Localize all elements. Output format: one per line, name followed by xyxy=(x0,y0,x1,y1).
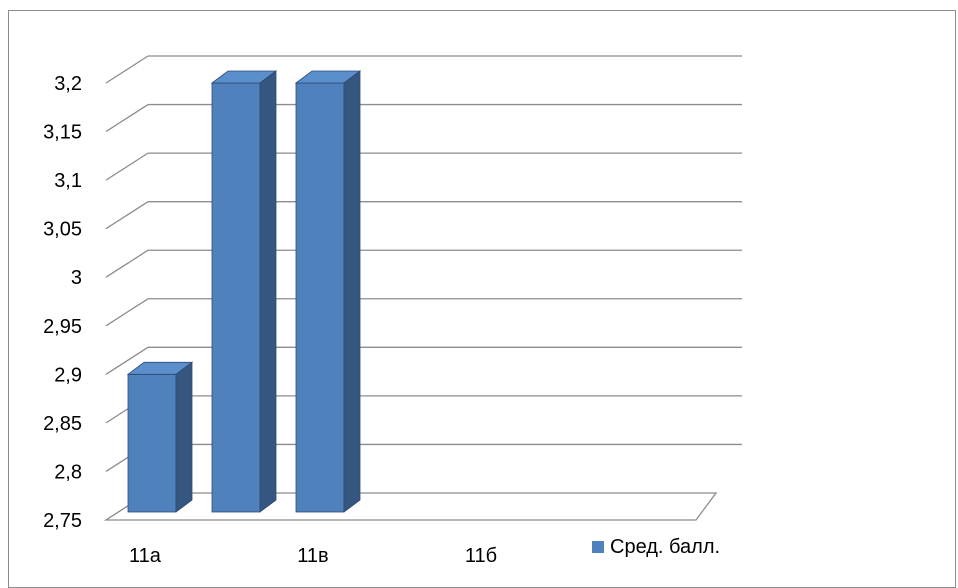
bar-side xyxy=(259,70,277,513)
x-category-label: 11а xyxy=(129,545,162,567)
side-wall-line xyxy=(105,346,149,375)
y-tick-label: 3,15 xyxy=(43,122,82,144)
y-tick-label: 2,9 xyxy=(54,364,82,386)
y-tick-label: 2,8 xyxy=(54,461,82,483)
y-tick-label: 3 xyxy=(71,267,82,289)
bar-front xyxy=(127,373,177,513)
bar-front xyxy=(211,82,261,513)
side-wall-line xyxy=(105,249,149,278)
y-tick-label: 2,75 xyxy=(43,510,82,532)
y-tick-label: 3,05 xyxy=(43,219,82,241)
side-wall-line xyxy=(105,55,149,84)
floor-plane xyxy=(103,492,718,521)
y-tick-label: 3,2 xyxy=(54,73,82,95)
bars xyxy=(126,70,362,513)
chart-floor xyxy=(103,492,718,521)
x-category-label: 11б xyxy=(465,545,497,567)
side-wall-line xyxy=(105,104,149,133)
x-category-label: 11в xyxy=(297,545,328,567)
bar xyxy=(210,70,278,513)
bar-side xyxy=(343,70,361,513)
y-tick-label: 3,1 xyxy=(54,170,82,192)
x-axis-category-labels: 11а 11в 11б xyxy=(129,545,497,567)
side-wall-line xyxy=(105,298,149,327)
bar-front xyxy=(295,82,345,513)
gridlines xyxy=(105,55,742,521)
legend: Сред. балл. xyxy=(592,536,720,558)
legend-label: Сред. балл. xyxy=(610,536,720,558)
bar xyxy=(126,361,194,513)
side-wall-line xyxy=(105,152,149,181)
bar xyxy=(294,70,362,513)
y-tick-label: 2,95 xyxy=(43,316,82,338)
legend-swatch xyxy=(592,541,604,553)
bar-side xyxy=(175,361,193,513)
y-axis-tick-labels: 2,75 2,8 2,85 2,9 2,95 3 3,05 3,1 3,15 3,2 xyxy=(43,73,82,532)
y-tick-label: 2,85 xyxy=(43,413,82,435)
side-wall-line xyxy=(105,201,149,230)
